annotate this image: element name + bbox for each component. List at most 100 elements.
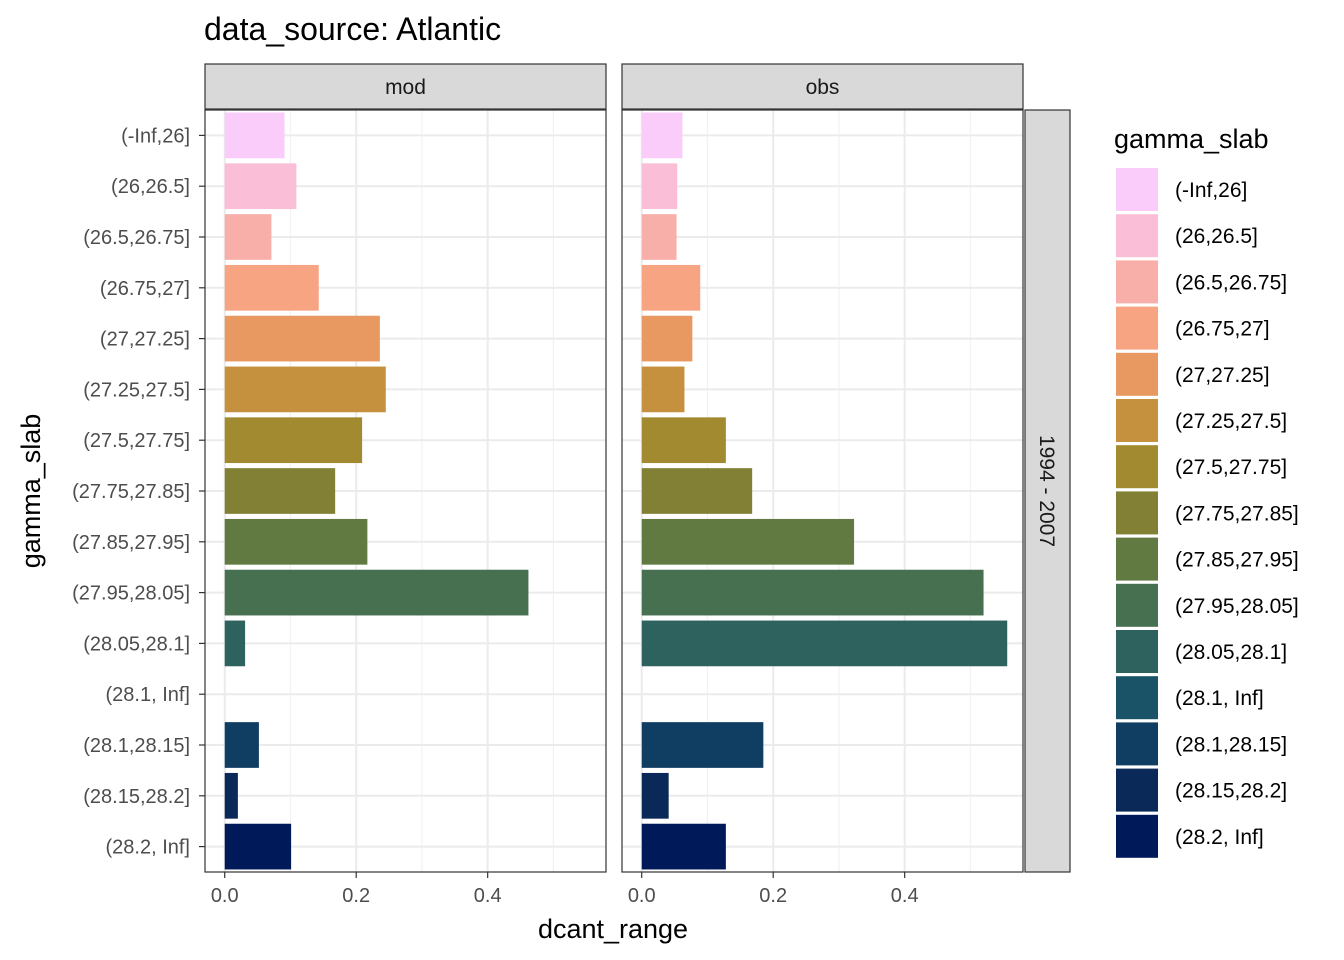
legend-label-4: (27,27.25]	[1175, 364, 1270, 387]
y-tick-label: (27.5,27.75]	[83, 430, 190, 452]
bar-obs-7	[641, 468, 753, 514]
y-tick-label: (28.1, Inf]	[106, 684, 191, 706]
legend-items: (-Inf,26] (26,26.5] (26.5,26.75] (26.75,27]…	[1116, 168, 1299, 858]
bar-obs-13	[641, 772, 669, 819]
x-tick-label-mod: 0.2	[342, 885, 370, 907]
bar-obs-6	[641, 417, 726, 464]
legend-label-14: (28.2, Inf]	[1175, 826, 1264, 849]
legend-key-9	[1116, 583, 1158, 627]
legend-key-2	[1116, 260, 1158, 304]
legend-key-8	[1116, 537, 1158, 581]
legend-label-9: (27.95,28.05]	[1175, 595, 1299, 618]
bar-mod-3	[224, 264, 319, 311]
legend-key-0	[1116, 168, 1158, 211]
strip-obs-label: obs	[806, 76, 840, 99]
y-tick-label: (28.05,28.1]	[83, 633, 190, 655]
y-tick-label: (28.2, Inf]	[106, 837, 191, 859]
bar-mod-8	[224, 518, 368, 565]
y-tick-label: (28.1,28.15]	[83, 735, 190, 757]
legend-label-11: (28.1, Inf]	[1175, 687, 1264, 710]
bar-obs-12	[641, 722, 764, 768]
bar-mod-14	[224, 823, 292, 870]
bar-mod-0	[224, 112, 285, 159]
legend-label-8: (27.85,27.95]	[1175, 549, 1299, 572]
legend-key-14	[1116, 814, 1158, 858]
legend-key-11	[1116, 676, 1158, 720]
x-tick-label-mod: 0.0	[211, 885, 239, 907]
bar-mod-12	[224, 722, 259, 768]
legend-key-10	[1116, 630, 1158, 673]
legend-key-13	[1116, 768, 1158, 812]
y-tick-label: (27.95,28.05]	[72, 583, 190, 605]
bar-mod-13	[224, 772, 238, 819]
bar-obs-10	[641, 620, 1008, 667]
legend-key-6	[1116, 445, 1158, 489]
legend-key-1	[1116, 214, 1158, 258]
bar-obs-1	[641, 163, 678, 210]
x-axes: 0.0 0.2 0.4 0.0 0.2 0.4	[211, 872, 919, 907]
bar-mod-7	[224, 468, 336, 514]
legend-label-6: (27.5,27.75]	[1175, 456, 1287, 479]
row-strip-label: 1994 - 2007	[1035, 435, 1058, 547]
panel-obs-border	[621, 109, 1024, 873]
strip-mod-label: mod	[385, 76, 426, 99]
y-axis-title: gamma_slab	[16, 414, 46, 569]
y-tick-label: (27.75,27.85]	[72, 481, 190, 503]
legend-label-12: (28.1,28.15]	[1175, 733, 1287, 756]
y-tick-label: (27,27.25]	[100, 329, 190, 351]
legend-key-5	[1116, 399, 1158, 442]
bar-obs-4	[641, 315, 693, 362]
legend-key-12	[1116, 722, 1158, 766]
strip-obs-background	[621, 63, 1024, 110]
bar-mod-5	[224, 366, 386, 413]
bar-obs-0	[641, 112, 683, 159]
legend-label-10: (28.05,28.1]	[1175, 641, 1287, 664]
panel-mod-bars	[224, 112, 529, 870]
y-tick-label: (27.85,27.95]	[72, 532, 190, 554]
x-tick-label-obs: 0.4	[891, 885, 919, 907]
y-tick-label: (28.15,28.2]	[83, 786, 190, 808]
bar-obs-5	[641, 366, 685, 413]
panel-mod: mod	[204, 63, 607, 873]
y-tick-label: (27.25,27.5]	[83, 379, 190, 401]
x-tick-label-obs: 0.2	[759, 885, 787, 907]
bar-obs-8	[641, 518, 855, 565]
legend-label-1: (26,26.5]	[1175, 225, 1258, 248]
x-axis-title: dcant_range	[538, 914, 688, 944]
legend-label-13: (28.15,28.2]	[1175, 780, 1287, 803]
y-tick-label: (-Inf,26]	[121, 125, 190, 147]
bar-obs-9	[641, 569, 984, 616]
bar-mod-2	[224, 214, 272, 260]
legend-label-5: (27.25,27.5]	[1175, 410, 1287, 433]
legend-label-3: (26.75,27]	[1175, 318, 1270, 341]
legend-label-7: (27.75,27.85]	[1175, 502, 1299, 525]
legend-key-7	[1116, 491, 1158, 535]
legend-label-0: (-Inf,26]	[1175, 179, 1247, 202]
y-tick-label: (26.5,26.75]	[83, 227, 190, 249]
legend: gamma_slab (-Inf,26] (26,26.5] (26.5,26.75…	[1114, 124, 1299, 858]
y-axis: (-Inf,26] (26,26.5] (26.5,26.75] (26.75,27]…	[72, 125, 205, 859]
bar-obs-3	[641, 264, 701, 311]
bar-obs-14	[641, 823, 726, 870]
x-tick-label-obs: 0.0	[628, 885, 656, 907]
bar-mod-10	[224, 620, 246, 667]
row-strip-background	[1024, 109, 1071, 873]
y-tick-label: (26.75,27]	[100, 278, 190, 300]
bar-mod-9	[224, 569, 529, 616]
legend-key-4	[1116, 352, 1158, 396]
chart-title: data_source: Atlantic	[204, 11, 501, 47]
legend-label-2: (26.5,26.75]	[1175, 271, 1287, 294]
bar-mod-1	[224, 163, 297, 210]
panel-obs-bars	[641, 112, 1008, 870]
legend-key-3	[1116, 306, 1158, 350]
strip-mod-background	[204, 63, 607, 110]
bar-mod-6	[224, 417, 363, 464]
x-tick-label-mod: 0.4	[474, 885, 502, 907]
bar-mod-4	[224, 315, 380, 362]
panel-obs: obs	[621, 63, 1024, 873]
y-tick-label: (26,26.5]	[111, 176, 190, 198]
row-facet-strip: 1994 - 2007	[1024, 109, 1071, 873]
bar-obs-2	[641, 214, 677, 260]
legend-title: gamma_slab	[1114, 124, 1269, 154]
